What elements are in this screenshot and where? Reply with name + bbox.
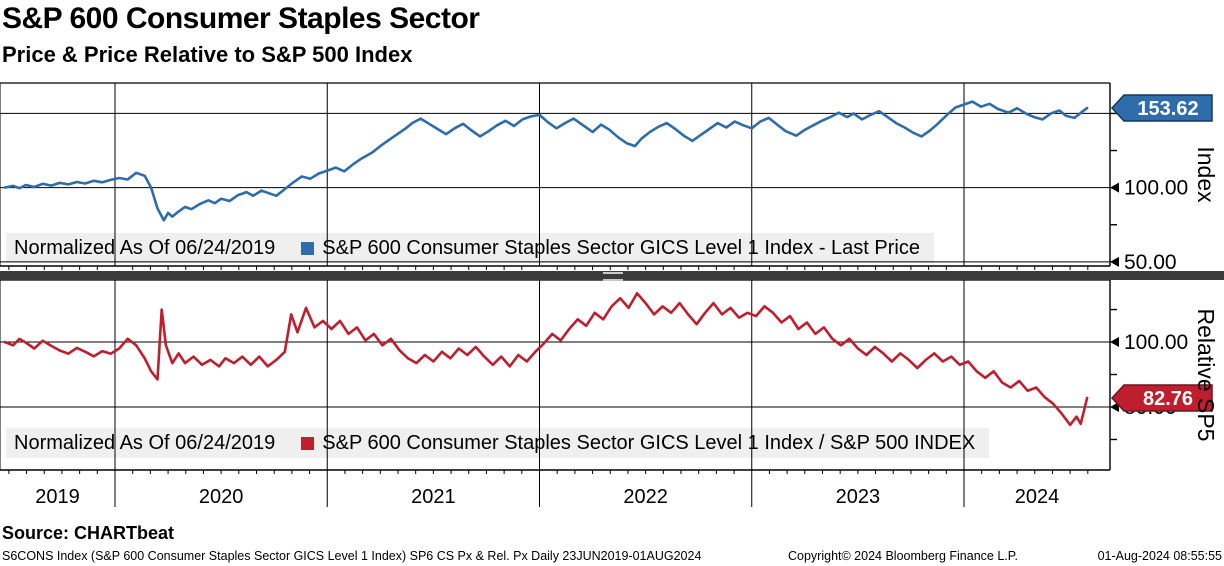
price-axis-title: Index (1193, 146, 1219, 203)
relative-series-line (3, 292, 1089, 427)
y-tick-arrow-icon (1110, 337, 1119, 348)
price-series-line (3, 100, 1089, 222)
relative-panel-legend: Normalized As Of 06/24/2019 S&P 600 Cons… (6, 428, 990, 458)
price-y-axis-label: 50.00 (1124, 251, 1177, 274)
normalized-note: Normalized As Of 06/24/2019 (14, 236, 276, 259)
relative-last-value-tag (1110, 384, 1213, 412)
normalized-note: Normalized As Of 06/24/2019 (14, 431, 276, 454)
price-series-swatch-icon (301, 241, 315, 255)
relative-series-label: S&P 600 Consumer Staples Sector GICS Lev… (322, 431, 976, 454)
relative-axis-title: Relative SP5 (1193, 309, 1219, 442)
x-axis-year-label: 2022 (623, 486, 668, 508)
page-subtitle: Price & Price Relative to S&P 500 Index (2, 42, 413, 67)
x-axis-year-label: 2023 (836, 486, 881, 508)
y-tick-arrow-icon (1110, 401, 1119, 412)
x-axis-year-label: 2021 (411, 486, 456, 508)
relative-y-axis-label: 100.00 (1124, 331, 1188, 354)
divider-drag-handle-icon[interactable] (603, 272, 623, 281)
y-tick-arrow-icon (1110, 182, 1119, 193)
x-axis-year-label: 2020 (199, 486, 244, 508)
price-last-value-text: 153.62 (1137, 98, 1198, 120)
chart-canvas: 100.0050.00153.62Index100.0080.0082.76Re… (0, 82, 1219, 508)
panel-divider[interactable] (0, 271, 1224, 281)
x-axis-year-label: 2024 (1015, 486, 1060, 508)
price-series-label: S&P 600 Consumer Staples Sector GICS Lev… (322, 236, 920, 259)
footer-copyright: Copyright© 2024 Bloomberg Finance L.P. (788, 549, 1018, 563)
price-y-axis-label: 100.00 (1124, 177, 1188, 200)
footer-description: S6CONS Index (S&P 600 Consumer Staples S… (2, 549, 702, 563)
relative-last-value-text: 82.76 (1143, 388, 1193, 410)
x-axis-year-label: 2019 (35, 486, 80, 508)
footer-source: Source: CHARTbeat (2, 523, 175, 543)
page-title: S&P 600 Consumer Staples Sector (2, 2, 480, 35)
footer-timestamp: 01-Aug-2024 08:55:55 (1097, 549, 1222, 563)
y-tick-arrow-icon (1110, 256, 1119, 267)
price-panel-legend: Normalized As Of 06/24/2019 S&P 600 Cons… (6, 233, 934, 263)
relative-series-swatch-icon (301, 436, 315, 450)
price-last-value-tag (1110, 94, 1213, 122)
